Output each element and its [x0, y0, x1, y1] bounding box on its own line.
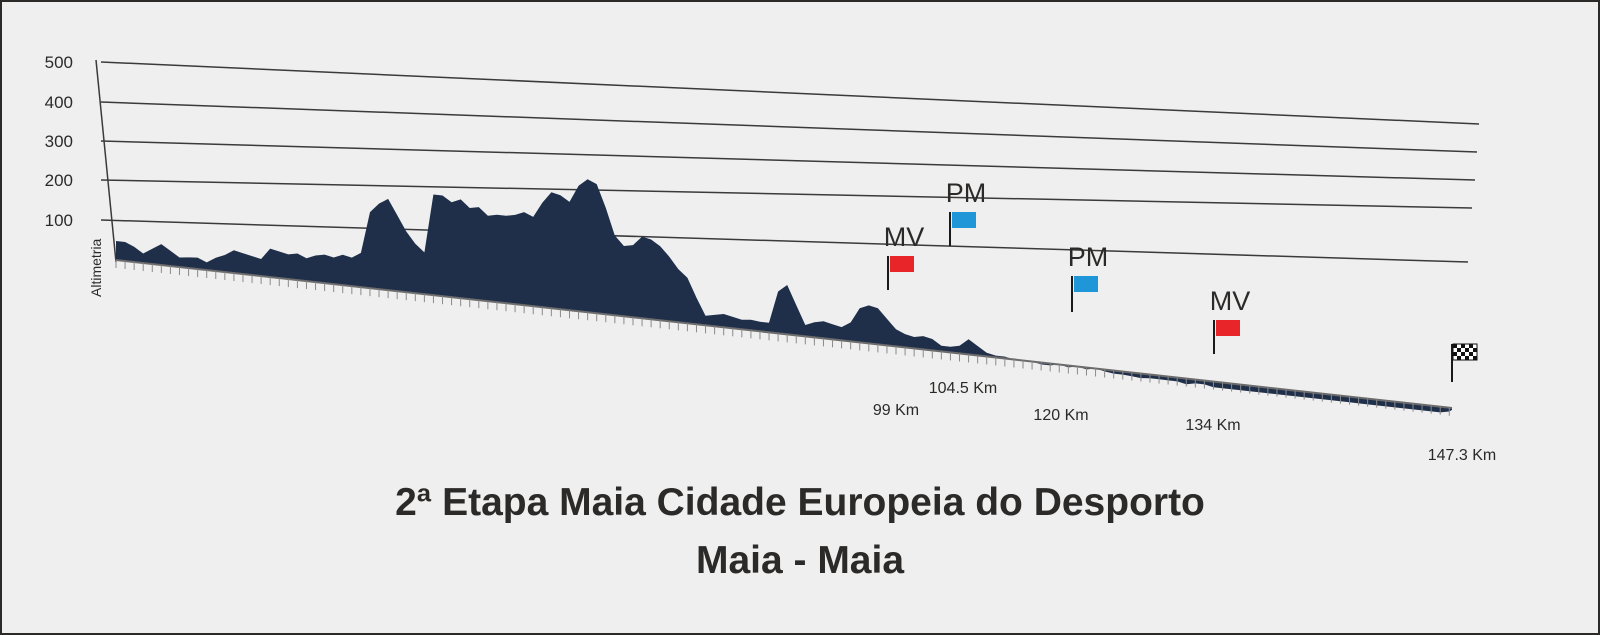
gridline-100	[100, 219, 1469, 263]
flag-pm	[1074, 276, 1098, 292]
km-label: 120 Km	[1033, 407, 1088, 424]
finish-flag-cell	[1469, 348, 1473, 352]
km-labels: 99 Km 104.5 Km 120 Km 134 Km 147.3 Km	[873, 380, 1496, 464]
finish-flag-border	[1452, 343, 1478, 361]
km-label: 99 Km	[873, 402, 919, 419]
finish-flag-cell	[1473, 356, 1477, 360]
y-tick-label: 500	[45, 53, 73, 72]
finish-flag-cell	[1453, 356, 1457, 360]
finish-flag-cell	[1457, 348, 1461, 352]
finish-flag-icon	[1452, 343, 1478, 361]
finish-flag-cell	[1473, 348, 1477, 352]
flag-mv	[890, 256, 914, 272]
km-label: 134 Km	[1185, 417, 1240, 434]
gridline-200	[100, 179, 1473, 209]
y-tick-label: 200	[45, 171, 73, 190]
finish-flag-cell	[1461, 348, 1465, 352]
y-axis-title: Altimetria	[88, 238, 104, 297]
profile-area-layer	[116, 179, 1452, 413]
finish-flag-cell	[1453, 344, 1457, 348]
finish-flag-cell	[1453, 348, 1457, 352]
marker-label: PM	[1068, 242, 1109, 272]
marker-label: MV	[1210, 286, 1251, 316]
finish-flag-cell	[1461, 356, 1465, 360]
flag-pm	[952, 212, 976, 228]
marker-label: MV	[884, 222, 925, 252]
finish-flag-cell	[1461, 352, 1465, 356]
finish-flag-cell	[1469, 344, 1473, 348]
x-axis-line	[115, 259, 1453, 409]
finish-flag-cell	[1457, 344, 1461, 348]
gridline-500	[100, 61, 1480, 125]
km-label: 104.5 Km	[929, 380, 997, 397]
finish-flag-cell	[1457, 356, 1461, 360]
finish-flag-cell	[1465, 352, 1469, 356]
y-axis-line	[95, 59, 117, 263]
km-label: 147.3 Km	[1428, 447, 1496, 464]
finish-flag-cell	[1469, 356, 1473, 360]
gridline-300	[100, 140, 1476, 181]
chart-subtitle: Maia - Maia	[695, 539, 905, 582]
finish-flag-cell	[1473, 352, 1477, 356]
y-tick-labels: 100 200 300 400 500	[45, 53, 73, 230]
flag-mv	[1216, 320, 1240, 336]
finish-flag-cell	[1453, 352, 1457, 356]
finish-flag-cell	[1465, 344, 1469, 348]
finish-flag-cell	[1469, 352, 1473, 356]
climb-markers: MV PM PM MV	[884, 178, 1478, 382]
gridline-400	[100, 101, 1478, 153]
elevation-area	[116, 179, 1452, 413]
y-tick-label: 400	[45, 93, 73, 112]
finish-flag-cell	[1473, 344, 1477, 348]
finish-flag-cell	[1461, 344, 1465, 348]
marker-label: PM	[946, 178, 987, 208]
finish-flag-cell	[1465, 348, 1469, 352]
x-axis-ticks	[115, 259, 1453, 416]
chart-title: 2ª Etapa Maia Cidade Europeia do Desport…	[395, 481, 1205, 524]
y-tick-label: 300	[45, 132, 73, 151]
gridlines	[95, 59, 1480, 263]
finish-flag-cell	[1465, 356, 1469, 360]
y-tick-label: 100	[45, 211, 73, 230]
finish-flag-cell	[1457, 352, 1461, 356]
